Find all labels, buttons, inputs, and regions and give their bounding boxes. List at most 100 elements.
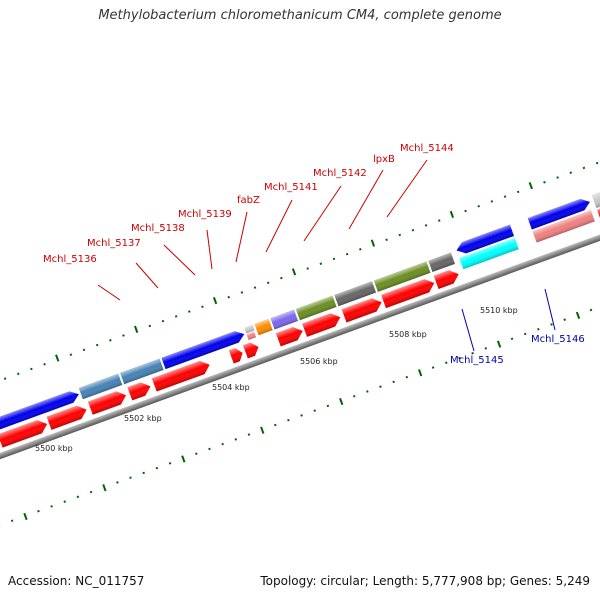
minor-tick [30,367,33,371]
minor-tick [122,334,125,337]
minor-tick [332,257,336,261]
major-tick [339,397,344,406]
minor-tick [392,380,395,384]
major-tick [212,296,218,305]
major-tick [418,369,423,377]
tick-row-outer [3,161,599,380]
gene-feature-shading [428,252,455,273]
minor-tick [543,181,546,184]
gene-feature-shading [246,331,257,340]
map-rotated [0,133,600,527]
minor-tick [82,348,86,352]
major-tick [102,484,107,492]
major-tick [496,340,502,348]
gene-feature-shading [433,270,459,289]
gene-feature-shading [373,261,431,292]
major-tick [134,325,139,333]
leader-line [348,169,384,230]
minor-tick [359,248,362,251]
gene-label: Mchl_5137 [87,238,141,249]
minor-tick [234,438,238,441]
gene-label: Mchl_5139 [178,209,232,220]
minor-tick [142,471,145,475]
tick-row-inner [0,308,593,527]
minor-tick [3,377,7,380]
gene-feature-shading [254,318,273,336]
minor-tick [174,315,178,318]
minor-tick [287,418,290,422]
minor-tick [306,267,309,270]
gene-feature-shading [341,298,382,323]
gene-feature-shading [127,382,151,401]
gene-feature-shading [0,420,48,448]
minor-tick [471,351,474,355]
minor-tick [405,375,409,379]
gene-feature-shading [275,327,303,347]
minor-tick [161,319,165,323]
minor-tick [445,361,448,365]
minor-tick [16,372,20,376]
gene-label: Mchl_5145 [450,355,504,366]
minor-tick [69,353,73,356]
minor-tick [37,509,40,513]
scale-label: 5508 kbp [389,330,427,339]
major-tick [575,311,581,319]
gene-feature-shading [456,224,514,254]
minor-tick [221,442,224,446]
genome-backbone [0,133,600,516]
minor-tick [582,166,586,170]
gene-feature-shading [459,237,519,270]
minor-tick [43,362,46,366]
gene-feature-shading [46,405,87,430]
minor-tick [95,343,99,347]
minor-tick [326,404,330,408]
leader-line [544,288,556,331]
scale-labels: 5500 kbp 5502 kbp 5504 kbp 5506 kbp 5508 kbp… [35,306,518,453]
major-tick [23,512,28,521]
minor-tick [424,224,428,227]
leader-line [461,308,475,352]
major-tick [291,268,297,276]
feature-track [0,170,600,448]
scale-label: 5506 kbp [300,357,338,366]
minor-tick [589,308,593,312]
gene-feature-shading [0,391,79,431]
minor-tick [345,252,349,256]
minor-tick [63,500,67,503]
minor-tick [458,356,461,360]
minor-tick [300,414,303,417]
genome-summary-text: Topology: circular; Length: 5,777,908 bp… [260,574,590,588]
minor-tick [266,281,270,285]
major-tick [181,455,186,463]
minor-tick [431,366,435,369]
gene-feature-shading [334,281,377,307]
gene-feature-shading [87,391,127,415]
gene-feature-shading [244,324,255,334]
gene-feature-shading [151,360,210,392]
minor-tick [116,481,119,484]
minor-tick [155,466,159,470]
leader-line [163,244,196,276]
major-tick [260,426,265,434]
major-tick [528,182,533,190]
leader-line [206,229,213,270]
minor-tick [490,200,494,203]
gene-label: Mchl_5141 [264,182,318,193]
gene-label: Mchl_5136 [43,254,97,265]
gene-feature-shading [270,309,299,330]
minor-tick [537,327,540,331]
minor-tick [569,171,573,174]
minor-tick [563,318,566,321]
minor-tick [89,490,93,494]
gene-feature-shading [591,170,600,209]
gene-labels: Mchl_5136 Mchl_5137 Mchl_5138 Mchl_5139 fabZ… [43,143,585,366]
minor-tick [129,476,132,479]
minor-tick [550,323,553,326]
major-tick [55,354,60,362]
gene-feature-shading [302,313,341,337]
minor-tick [195,452,198,456]
scale-label: 5510 kbp [480,306,518,315]
minor-tick [556,176,559,179]
gene-label: Mchl_5144 [400,143,454,154]
